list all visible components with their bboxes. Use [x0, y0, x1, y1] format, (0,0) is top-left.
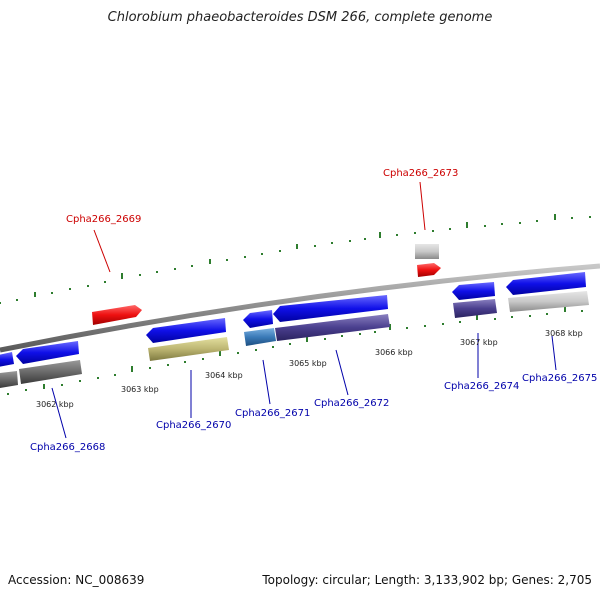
kbp-label-3064: 3064 kbp: [205, 371, 243, 380]
gene-arrow-cpha2674[interactable]: [452, 282, 495, 300]
forward-tick-row: [0, 214, 591, 304]
kbp-label-3066: 3066 kbp: [375, 348, 413, 357]
gene-arrow-cpha2668[interactable]: [16, 341, 79, 364]
gene-label-cpha2670[interactable]: Cpha266_2670: [156, 420, 231, 431]
gene-feature-cpha2673-lower[interactable]: [417, 263, 441, 277]
kbp-label-3065: 3065 kbp: [289, 359, 327, 368]
accession-label: Accession: NC_008639: [8, 573, 145, 587]
gene-label-cpha2668[interactable]: Cpha266_2668: [30, 442, 105, 453]
kbp-label-3067: 3067 kbp: [460, 338, 498, 347]
genome-summary-label: Topology: circular; Length: 3,133,902 bp…: [262, 573, 592, 587]
gene-arrow-cpha2672[interactable]: [273, 295, 388, 322]
gene-bar-left-edge[interactable]: [0, 371, 18, 388]
gene-bar-cpha2671[interactable]: [244, 328, 276, 346]
gene-bar-cpha2672[interactable]: [275, 314, 390, 341]
gene-arrow-cpha2675[interactable]: [506, 272, 586, 295]
gene-label-cpha2671[interactable]: Cpha266_2671: [235, 408, 310, 419]
gene-bar-cpha2674[interactable]: [453, 299, 497, 318]
gene-label-cpha2672[interactable]: Cpha266_2672: [314, 398, 389, 409]
gene-bar-cpha2670[interactable]: [148, 337, 229, 361]
callout-lines: [51, 181, 557, 439]
gene-arrow-cpha2671[interactable]: [243, 310, 273, 328]
gene-arrow-left-edge[interactable]: [0, 352, 14, 367]
map-title: Chlorobium phaeobacteroides DSM 266, com…: [107, 10, 493, 25]
gene-label-cpha2675[interactable]: Cpha266_2675: [522, 373, 597, 384]
kbp-label-3068: 3068 kbp: [545, 329, 583, 338]
gene-arrow-cpha2670[interactable]: [146, 318, 226, 343]
kbp-label-3063: 3063 kbp: [121, 385, 159, 394]
gene-label-cpha2673[interactable]: Cpha266_2673: [383, 168, 458, 179]
gene-feature-cpha2669[interactable]: [92, 305, 142, 325]
gene-feature-cpha2673-upper[interactable]: [415, 244, 439, 259]
gene-label-cpha2669[interactable]: Cpha266_2669: [66, 214, 141, 225]
genome-backbone: [0, 263, 600, 353]
gene-bar-cpha2675[interactable]: [508, 291, 589, 312]
kbp-label-3062: 3062 kbp: [36, 400, 74, 409]
gene-bar-cpha2668[interactable]: [19, 360, 82, 384]
gene-label-cpha2674[interactable]: Cpha266_2674: [444, 381, 519, 392]
reverse-tick-row: [7, 307, 583, 395]
